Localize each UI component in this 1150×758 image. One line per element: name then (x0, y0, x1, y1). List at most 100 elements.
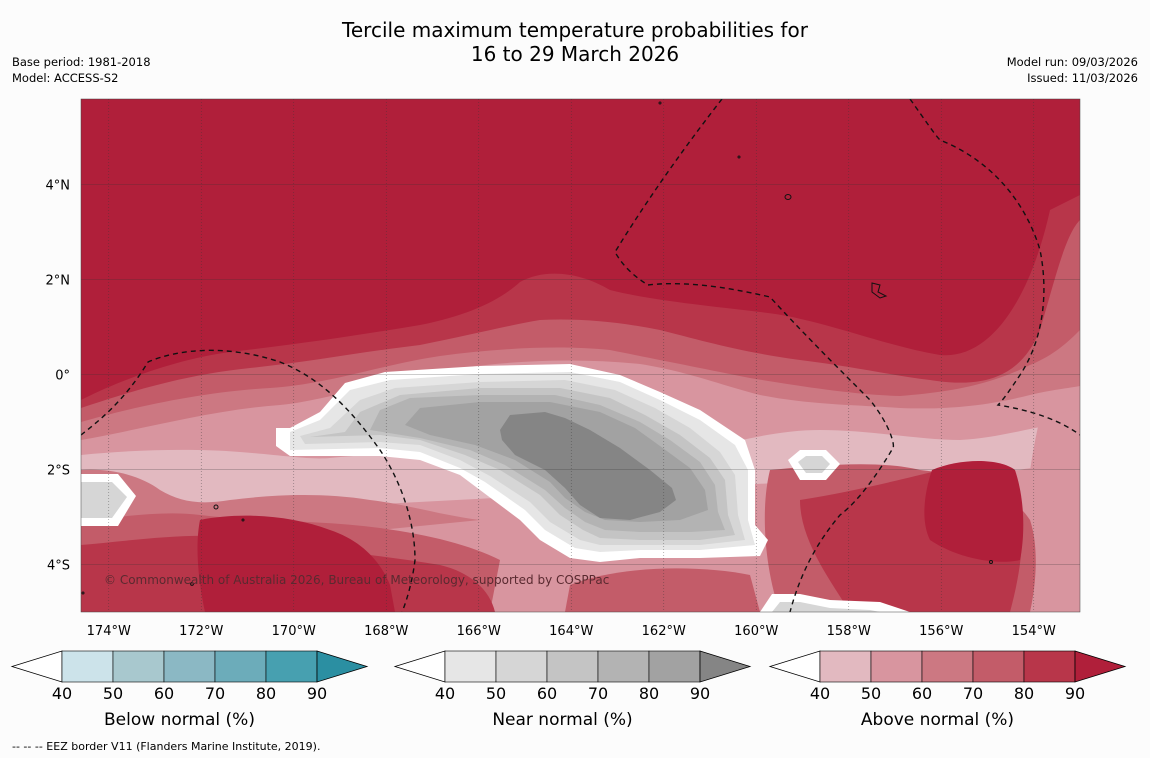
latitude-label: 4°N (46, 179, 71, 194)
colorbar-segment (819, 650, 872, 683)
colorbar-tick-label: 70 (205, 684, 225, 703)
colorbar-high-extension (316, 650, 369, 683)
model-text: Model: ACCESS-S2 (12, 71, 119, 85)
island-3 (737, 155, 741, 159)
longitude-label: 168°W (364, 624, 408, 639)
colorbar-tick-label: 80 (639, 684, 659, 703)
colorbar-low-extension (393, 650, 446, 683)
colorbar-segment (546, 650, 599, 683)
eez-footnote: -- -- -- EEZ border V11 (Flanders Marine… (12, 740, 321, 753)
colorbar-tick-label: 40 (52, 684, 72, 703)
colorbar-segment (214, 650, 267, 683)
colorbar-tick-label: 50 (486, 684, 506, 703)
island-4 (658, 101, 662, 105)
colorbar-tick-label: 80 (1014, 684, 1034, 703)
colorbar-segment (597, 650, 650, 683)
colorbars: 40 50 60 70 80 90 Below normal (%) 40 50 60 70 80 90… (10, 650, 1127, 730)
colorbar-tick-label: 60 (537, 684, 557, 703)
near-normal-90-region (500, 412, 676, 520)
colorbar-segment (972, 650, 1025, 683)
colorbar-tick-label: 90 (307, 684, 327, 703)
colorbar-low-extension (10, 650, 63, 683)
base-period-text: Base period: 1981-2018 (12, 55, 151, 69)
eez-borders (81, 99, 1080, 612)
colorbar-tick-label: 40 (435, 684, 455, 703)
longitude-label: 170°W (272, 624, 316, 639)
near-normal-south-patch-inner (772, 602, 880, 612)
latitude-label: 2°S (47, 464, 70, 479)
longitude-label: 166°W (457, 624, 501, 639)
islands (81, 101, 993, 595)
issued-text: Issued: 11/03/2026 (1027, 71, 1138, 85)
colorbar-high-extension (699, 650, 752, 683)
below-normal-colorbar: 40 50 60 70 80 90 Below normal (%) (10, 650, 369, 730)
island-8 (989, 560, 993, 564)
model-run-text: Model run: 09/03/2026 (1006, 55, 1138, 69)
colorbar-segment (61, 650, 114, 683)
colorbar-tick-label: 90 (690, 684, 710, 703)
above-southwest-90-region (197, 515, 395, 612)
above-southeast-90-region (924, 461, 1024, 562)
map-panel: © Commonwealth of Australia 2026, Bureau… (81, 99, 1080, 612)
island-9 (81, 591, 85, 595)
colorbar-segment (1023, 650, 1076, 683)
island-1 (784, 194, 792, 200)
near-normal-title: Near normal (%) (492, 710, 632, 730)
latitude-label: 2°N (46, 274, 71, 289)
title-line-1: Tercile maximum temperature probabilitie… (342, 18, 808, 42)
eez-border-phoenix (81, 349, 416, 612)
colorbar-segment (870, 650, 923, 683)
colorbar-low-extension (768, 650, 821, 683)
island-2-atoll (871, 282, 888, 299)
above-normal-colorbar: 40 50 60 70 80 90 Above normal (%) (768, 650, 1127, 730)
latitude-labels: 4°N 2°N 0° 2°S 4°S (46, 179, 71, 574)
latitude-label: 4°S (47, 559, 70, 574)
colorbar-segment (495, 650, 548, 683)
longitude-label: 156°W (919, 624, 963, 639)
near-normal-colorbar: 40 50 60 70 80 90 Near normal (%) (393, 650, 752, 730)
colorbar-tick-label: 60 (912, 684, 932, 703)
meta-left: Base period: 1981-2018 Model: ACCESS-S2 (12, 54, 151, 86)
island-7 (190, 582, 194, 586)
near-normal-west-region (81, 482, 127, 518)
colorbar-tick-label: 70 (963, 684, 983, 703)
longitude-label: 174°W (87, 624, 131, 639)
colorbar-segment (444, 650, 497, 683)
colorbar-tick-label: 90 (1065, 684, 1085, 703)
longitude-labels: 174°W 172°W 170°W 168°W 166°W 164°W 162°W 160°W… (87, 624, 1056, 639)
meta-right: Model run: 09/03/2026 Issued: 11/03/2026 (1007, 54, 1138, 86)
colorbar-tick-label: 60 (154, 684, 174, 703)
island-5 (213, 504, 219, 510)
title-line-2: 16 to 29 March 2026 (470, 42, 680, 66)
colorbar-segment (921, 650, 974, 683)
longitude-label: 158°W (827, 624, 871, 639)
colorbar-tick-label: 50 (861, 684, 881, 703)
colorbar-segment (265, 650, 318, 683)
map-frame (80, 98, 1081, 613)
colorbar-tick-label: 50 (103, 684, 123, 703)
longitude-label: 162°W (642, 624, 686, 639)
graticule (81, 99, 1080, 612)
colorbar-segment (112, 650, 165, 683)
latitude-label: 0° (55, 369, 70, 384)
colorbar-tick-label: 70 (588, 684, 608, 703)
eez-border-east (909, 99, 1080, 436)
longitude-label: 164°W (549, 624, 593, 639)
colorbar-segment (163, 650, 216, 683)
above-south-center-70-region (565, 568, 760, 612)
copyright-text: © Commonwealth of Australia 2026, Bureau… (104, 573, 609, 587)
longitude-label: 154°W (1012, 624, 1056, 639)
below-normal-title: Below normal (%) (104, 710, 255, 730)
colorbar-segment (648, 650, 701, 683)
island-6 (241, 518, 245, 522)
longitude-label: 172°W (179, 624, 223, 639)
map-title: Tercile maximum temperature probabilitie… (0, 18, 1150, 66)
near-normal-small-patch-inner (798, 456, 830, 473)
colorbar-tick-label: 40 (810, 684, 830, 703)
colorbar-tick-label: 80 (256, 684, 276, 703)
colorbar-high-extension (1074, 650, 1127, 683)
above-normal-title: Above normal (%) (861, 710, 1014, 730)
longitude-label: 160°W (734, 624, 778, 639)
eez-border-line-islands (614, 99, 895, 612)
